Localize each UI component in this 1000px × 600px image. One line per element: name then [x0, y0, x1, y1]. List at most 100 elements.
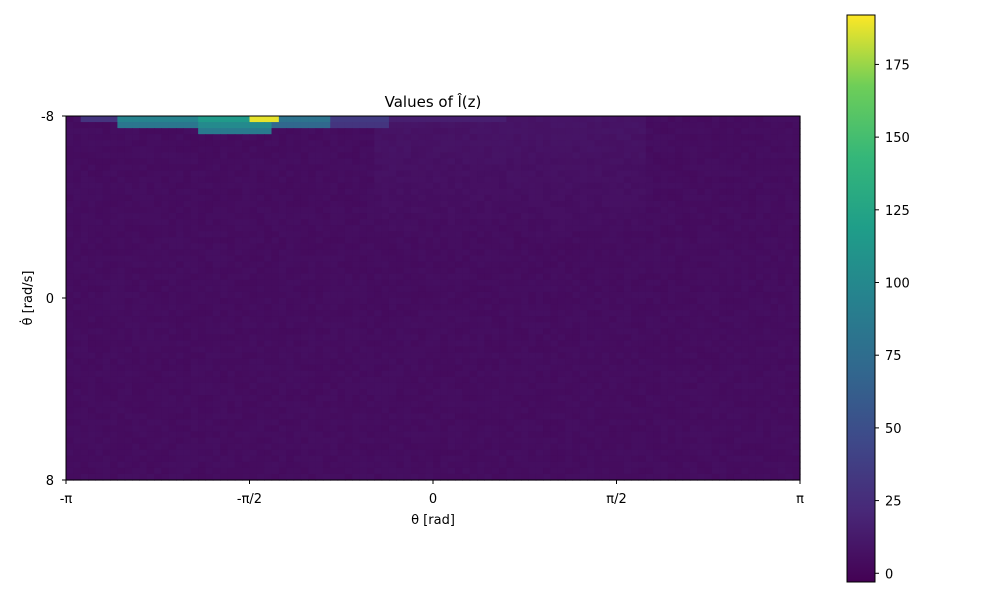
heatmap-cell	[682, 176, 691, 184]
heatmap-cell	[271, 219, 280, 226]
heatmap-cell	[462, 194, 471, 202]
heatmap-cell	[528, 140, 537, 147]
heatmap-cell	[660, 304, 669, 311]
heatmap-cell	[792, 298, 801, 305]
heatmap-cell	[572, 279, 581, 287]
heatmap-cell	[638, 285, 647, 293]
heatmap-cell	[440, 279, 449, 287]
heatmap-cell	[374, 401, 383, 408]
heatmap-cell	[146, 249, 155, 257]
heatmap-cell	[755, 261, 764, 269]
heatmap-cell	[418, 152, 427, 160]
heatmap-cell	[711, 170, 720, 178]
heatmap-cell	[88, 146, 96, 153]
heatmap-cell	[711, 128, 720, 135]
heatmap-cell	[748, 285, 757, 293]
heatmap-cell	[322, 122, 331, 129]
heatmap-cell	[161, 407, 170, 414]
heatmap-cell	[374, 389, 383, 396]
heatmap-cell	[425, 407, 434, 414]
heatmap-cell	[102, 310, 111, 317]
heatmap-cell	[366, 334, 375, 342]
heatmap-cell	[587, 134, 596, 141]
heatmap-cell	[88, 188, 96, 196]
heatmap-cell	[396, 322, 405, 329]
heatmap-cell	[124, 170, 133, 178]
heatmap-cell	[579, 328, 588, 335]
heatmap-cell	[506, 140, 515, 147]
heatmap-cell	[528, 152, 537, 160]
heatmap-cell	[506, 219, 515, 226]
heatmap-cell	[601, 267, 610, 275]
heatmap-cell	[161, 267, 170, 275]
heatmap-cell	[388, 140, 397, 147]
heatmap-cell	[249, 316, 258, 323]
heatmap-cell	[477, 255, 485, 263]
heatmap-cell	[124, 273, 133, 281]
heatmap-cell	[344, 116, 353, 123]
heatmap-cell	[95, 401, 104, 408]
heatmap-cell	[704, 298, 713, 305]
heatmap-cell	[711, 382, 720, 390]
heatmap-cell	[102, 413, 111, 420]
heatmap-cell	[344, 376, 353, 384]
heatmap-cell	[110, 285, 118, 293]
heatmap-cell	[198, 358, 207, 366]
heatmap-cell	[359, 170, 368, 178]
heatmap-cell	[381, 413, 390, 420]
heatmap-cell	[410, 382, 419, 390]
heatmap-cell	[682, 225, 691, 232]
heatmap-cell	[359, 267, 368, 275]
heatmap-cell	[359, 231, 368, 238]
heatmap-cell	[337, 116, 346, 123]
heatmap-cell	[396, 243, 405, 251]
heatmap-cell	[278, 352, 287, 360]
heatmap-cell	[220, 200, 229, 208]
heatmap-cell	[667, 401, 676, 408]
heatmap-cell	[73, 213, 82, 220]
heatmap-cell	[645, 249, 654, 257]
heatmap-cell	[271, 158, 280, 166]
heatmap-cell	[660, 316, 669, 323]
heatmap-cell	[374, 334, 383, 342]
heatmap-cell	[667, 316, 676, 323]
heatmap-cell	[264, 182, 273, 190]
heatmap-cell	[139, 291, 148, 299]
heatmap-cell	[271, 279, 280, 287]
heatmap-cell	[95, 249, 104, 257]
heatmap-cell	[300, 219, 309, 226]
heatmap-cell	[198, 346, 207, 354]
heatmap-cell	[447, 370, 456, 378]
heatmap-cell	[543, 231, 552, 238]
heatmap-cell	[410, 364, 419, 372]
heatmap-cell	[506, 134, 515, 141]
heatmap-cell	[565, 273, 574, 281]
heatmap-cell	[521, 340, 530, 348]
heatmap-cell	[601, 352, 610, 360]
heatmap-cell	[733, 298, 742, 305]
heatmap-cell	[499, 261, 507, 269]
heatmap-cell	[227, 273, 236, 281]
heatmap-cell	[704, 370, 713, 378]
heatmap-cell	[286, 401, 295, 408]
heatmap-cell	[154, 340, 163, 348]
heatmap-cell	[132, 188, 140, 196]
heatmap-cell	[198, 116, 207, 123]
heatmap-cell	[440, 255, 449, 263]
heatmap-cell	[286, 352, 295, 360]
heatmap-cell	[521, 243, 530, 251]
heatmap-cell	[249, 382, 258, 390]
heatmap-cell	[550, 249, 559, 257]
heatmap-cell	[249, 200, 258, 208]
heatmap-cell	[535, 116, 544, 123]
heatmap-cell	[352, 401, 361, 408]
heatmap-cell	[455, 158, 463, 166]
heatmap-cell	[792, 364, 801, 372]
heatmap-cell	[719, 334, 728, 342]
heatmap-cell	[594, 219, 603, 226]
heatmap-cell	[183, 243, 192, 251]
heatmap-cell	[447, 219, 456, 226]
heatmap-cell	[477, 237, 485, 244]
heatmap-cell	[271, 370, 280, 378]
heatmap-cell	[344, 340, 353, 348]
